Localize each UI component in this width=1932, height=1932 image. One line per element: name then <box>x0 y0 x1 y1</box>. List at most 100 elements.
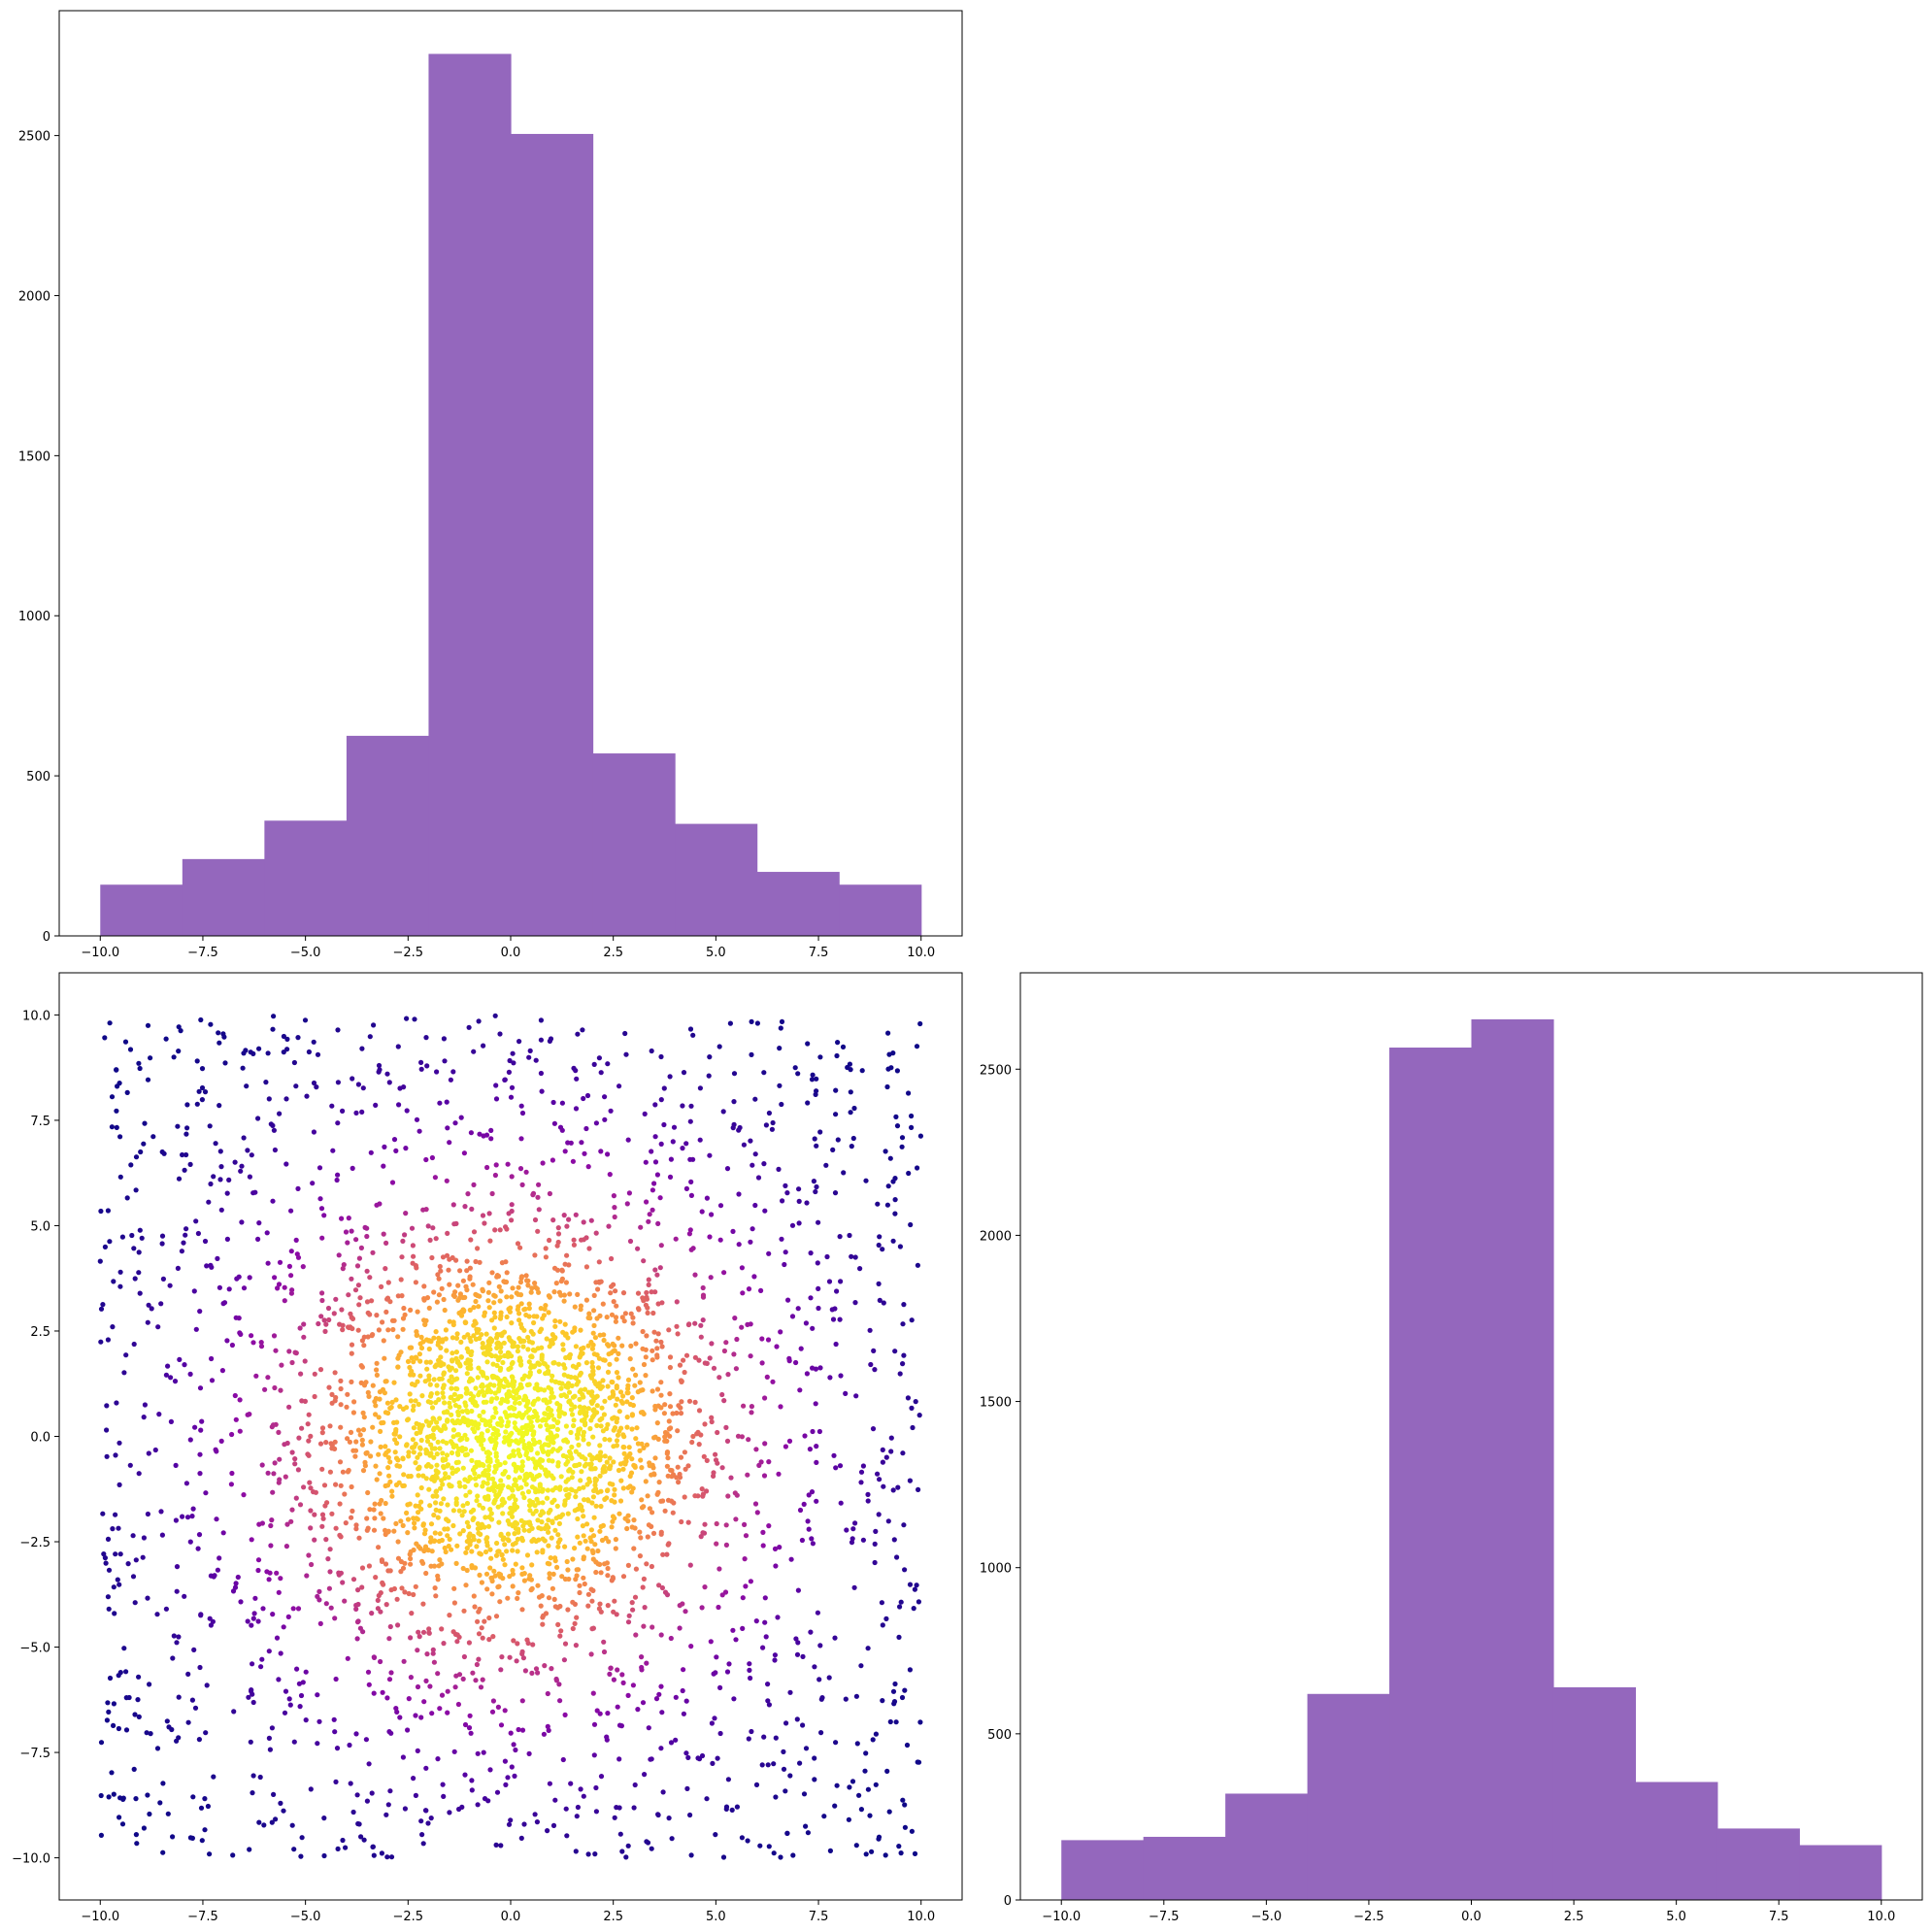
scatter-point <box>249 1622 254 1628</box>
scatter-point <box>440 1339 446 1345</box>
scatter-point <box>736 1127 742 1133</box>
scatter-point <box>819 1695 825 1701</box>
scatter-point <box>391 1317 397 1323</box>
scatter-point <box>649 1563 655 1570</box>
scatter-point <box>501 1383 507 1389</box>
scatter-point <box>539 1444 545 1449</box>
scatter-point <box>688 1644 694 1649</box>
scatter-point <box>196 1532 203 1538</box>
scatter-point <box>487 1418 493 1424</box>
scatter-point <box>224 1236 230 1242</box>
scatter-point <box>539 1593 545 1599</box>
scatter-point <box>154 1612 160 1617</box>
scatter-point <box>479 1332 484 1338</box>
scatter-point <box>198 1805 205 1811</box>
scatter-point <box>447 1810 452 1815</box>
scatter-point <box>408 1561 414 1567</box>
scatter-point <box>360 1427 367 1433</box>
scatter-point <box>331 1716 337 1722</box>
scatter-point <box>469 1549 475 1554</box>
scatter-point <box>557 1633 563 1639</box>
scatter-point <box>847 1232 852 1239</box>
scatter-point <box>475 1618 481 1624</box>
scatter-point <box>173 1517 179 1523</box>
scatter-point <box>885 1066 891 1072</box>
scatter-point <box>208 1021 214 1027</box>
scatter-point <box>605 1151 611 1157</box>
scatter-point <box>550 1099 556 1106</box>
scatter-point <box>620 1393 626 1399</box>
scatter-point <box>120 1795 126 1801</box>
y-tick-label: 0 <box>43 930 50 945</box>
scatter-point <box>639 1654 645 1660</box>
scatter-point <box>332 1616 338 1621</box>
y-tick-label: 2000 <box>980 1229 1012 1244</box>
scatter-point <box>639 1664 645 1671</box>
scatter-point <box>511 1449 516 1454</box>
scatter-point <box>498 1288 504 1294</box>
scatter-point <box>345 1391 350 1397</box>
scatter-point <box>704 1796 710 1802</box>
scatter-point <box>355 1327 361 1333</box>
scatter-point <box>902 1824 909 1830</box>
scatter-point <box>425 1820 431 1826</box>
scatter-point <box>677 1603 683 1609</box>
scatter-point <box>796 1220 802 1226</box>
scatter-point <box>371 1507 377 1513</box>
scatter-point <box>573 1344 580 1349</box>
scatter-point <box>441 1793 447 1799</box>
scatter-point <box>424 1651 430 1657</box>
scatter-point <box>446 1267 451 1273</box>
scatter-point <box>270 1198 276 1204</box>
scatter-point <box>801 1791 808 1797</box>
scatter-point <box>250 1050 256 1056</box>
scatter-point <box>483 1421 488 1428</box>
scatter-point <box>450 1427 456 1433</box>
scatter-point <box>271 1127 277 1133</box>
scatter-point <box>150 1134 156 1140</box>
scatter-point <box>490 1415 496 1420</box>
y-tick-label: 1500 <box>18 450 50 464</box>
scatter-point <box>739 1324 745 1330</box>
scatter-point <box>321 1317 327 1323</box>
scatter-point <box>117 1551 123 1557</box>
scatter-point <box>631 1517 637 1523</box>
scatter-point <box>299 1835 305 1841</box>
scatter-point <box>698 1334 704 1340</box>
scatter-point <box>594 1403 600 1409</box>
scatter-point <box>670 1139 676 1145</box>
scatter-point <box>381 1231 386 1237</box>
scatter-point <box>909 1405 915 1411</box>
scatter-point <box>292 1461 298 1467</box>
scatter-point <box>383 1500 388 1507</box>
scatter-point <box>464 1519 470 1525</box>
scatter-point <box>749 1051 754 1057</box>
scatter-point <box>454 1376 460 1382</box>
scatter-point <box>420 1629 427 1635</box>
scatter-point <box>499 1418 505 1424</box>
scatter-point <box>174 1588 180 1594</box>
scatter-point <box>577 1502 583 1508</box>
scatter-point <box>352 1287 359 1293</box>
scatter-point <box>413 1460 418 1466</box>
scatter-point <box>598 1149 604 1154</box>
scatter-point <box>681 1667 686 1673</box>
scatter-point <box>183 1151 189 1158</box>
scatter-point <box>826 1279 833 1284</box>
scatter-point <box>454 1632 460 1638</box>
scatter-point <box>111 1279 117 1284</box>
scatter-point <box>653 1696 660 1702</box>
scatter-point <box>117 1174 123 1180</box>
scatter-point <box>609 1283 615 1289</box>
scatter-point <box>870 1426 877 1432</box>
scatter-point <box>526 1359 532 1365</box>
scatter-point <box>170 1655 176 1661</box>
scatter-point <box>205 1803 211 1810</box>
scatter-point <box>658 1632 664 1638</box>
scatter-point <box>732 1316 738 1321</box>
scatter-point <box>378 1428 383 1434</box>
scatter-point <box>644 1199 650 1205</box>
scatter-point <box>433 1488 440 1494</box>
scatter-point <box>542 1306 548 1312</box>
scatter-point <box>761 1473 768 1479</box>
